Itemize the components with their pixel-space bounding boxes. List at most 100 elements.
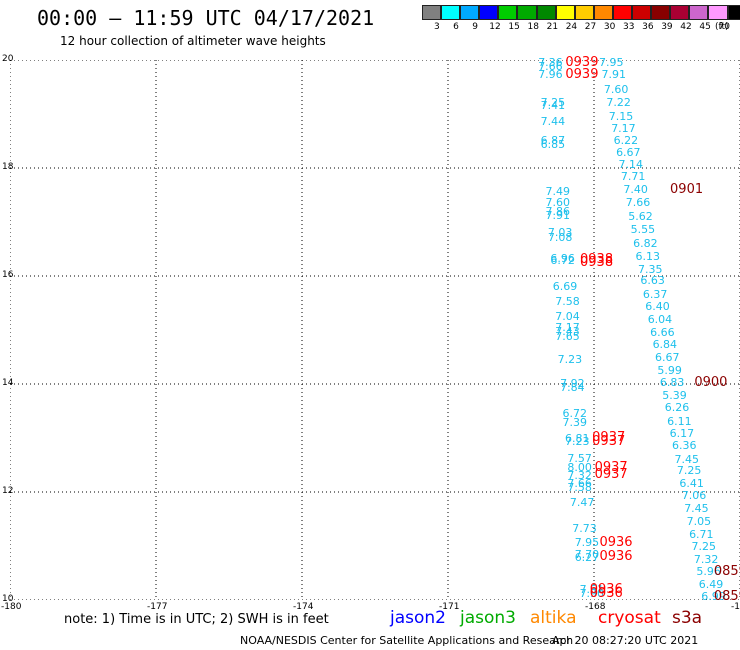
- swh-value-label: 6.72: [550, 254, 575, 268]
- longitude-tick-label: -174: [293, 602, 314, 612]
- swh-value-label: 7.51: [579, 583, 605, 597]
- legend-tick-label: 3: [434, 22, 440, 32]
- latitude-tick-label: 16: [2, 270, 14, 280]
- pass-time-label: 0900: [694, 374, 728, 390]
- page-title: 00:00 – 11:59 UTC 04/17/2021: [37, 6, 375, 30]
- swh-value-label: 7.41: [540, 98, 566, 112]
- swh-value-label: 7.66: [625, 196, 651, 210]
- latitude-tick-label: 14: [2, 378, 14, 388]
- legend-tick-label: 27: [584, 22, 597, 32]
- swh-value-label: 6.13: [635, 250, 661, 264]
- page-subtitle: 12 hour collection of altimeter wave hei…: [60, 34, 326, 48]
- swh-value-label: 7.44: [540, 115, 566, 129]
- swh-value-label: 6.96: [550, 251, 575, 265]
- swh-value-label: 7.49: [545, 185, 571, 199]
- pass-time-label: 0936: [599, 548, 633, 564]
- longitude-tick-label: -177: [147, 602, 168, 612]
- swh-value-label: 7.43: [555, 324, 580, 338]
- swh-value-label: 7.15: [608, 109, 634, 123]
- pass-time-label: 0937: [594, 466, 628, 482]
- color-scale-legend: [422, 5, 740, 20]
- swh-value-label: 7.92: [560, 377, 585, 390]
- swh-value-label: 5.55: [630, 223, 656, 237]
- swh-value-label: 6.27: [574, 551, 600, 565]
- legend-swatch: [441, 5, 461, 20]
- swh-value-label: 7.22: [606, 96, 631, 110]
- legend-swatch: [555, 5, 575, 20]
- legend-swatch: [651, 5, 671, 20]
- legend-swatch: [517, 5, 537, 20]
- longitude-tick-label: -171: [439, 602, 460, 612]
- pass-time-label: 0936: [599, 535, 633, 551]
- legend-tick-label: 45: [699, 22, 711, 32]
- legend-tick-label: 15: [508, 22, 520, 32]
- legend-tick-label: 9: [472, 22, 478, 32]
- swh-value-label: 7.17: [611, 122, 636, 136]
- pass-time-label: 0859: [713, 589, 740, 605]
- swh-value-label: 6.67: [616, 145, 641, 159]
- legend-tick-label: 24: [565, 22, 578, 32]
- satellite-name-altika: altika: [530, 608, 577, 628]
- latitude-tick-label: 20: [2, 54, 14, 64]
- swh-value-label: 7.70: [574, 548, 600, 562]
- swh-value-label: 7.66: [538, 60, 563, 74]
- swh-value-label: 7.60: [545, 196, 571, 210]
- swh-value-label: 7.73: [572, 521, 597, 535]
- legend-swatch: [536, 5, 556, 20]
- legend-swatch: [632, 5, 652, 20]
- legend-swatch: [574, 5, 594, 20]
- longitude-tick-label: -180: [1, 602, 22, 612]
- generated-timestamp: Apr 20 08:27:20 UTC 2021: [552, 634, 699, 647]
- swh-value-label: 6.22: [613, 134, 639, 147]
- pass-time-label: 0937: [592, 430, 626, 445]
- swh-value-label: 5.96: [696, 564, 721, 578]
- latitude-tick-label: 10: [2, 594, 14, 604]
- legend-tick-label: 33: [623, 22, 635, 32]
- longitude-tick-label: -168: [585, 602, 606, 612]
- pass-time-label: 0939: [565, 66, 599, 82]
- pass-time-label: 0937: [594, 459, 628, 475]
- pass-time-label: 0901: [670, 181, 704, 197]
- swh-value-label: 7.03: [547, 225, 573, 239]
- swh-value-label: 7.66: [567, 476, 592, 490]
- swh-value-label: 7.86: [545, 205, 571, 219]
- swh-value-label: 7.58: [567, 480, 592, 494]
- swh-value-label: 7.17: [555, 321, 580, 335]
- longitude-tick-label: -165: [731, 602, 740, 612]
- swh-value-label: 7.95: [599, 55, 624, 69]
- legend-tick-label: 36: [642, 22, 654, 32]
- legend-swatch: [708, 5, 728, 20]
- legend-swatch: [670, 5, 690, 20]
- swh-value-label: 7.60: [603, 82, 629, 96]
- legend-swatch: [498, 5, 518, 20]
- legend-tick-label: 70: [718, 22, 730, 32]
- pass-time-label: 0938: [580, 254, 614, 270]
- swh-value-label: 6.67: [655, 351, 680, 365]
- swh-value-label: 7.25: [691, 540, 717, 554]
- swh-value-label: 5.99: [657, 363, 682, 377]
- latitude-tick-label: 18: [2, 162, 14, 172]
- swh-value-label: 6.26: [664, 401, 690, 415]
- swh-value-label: 6.37: [642, 287, 668, 301]
- legend-tick-label: 6: [453, 22, 459, 32]
- legend-tick-label: 21: [546, 22, 559, 32]
- pass-time-label: 0859: [713, 563, 740, 579]
- legend-swatch: [612, 5, 633, 20]
- swh-value-label: 6.72: [562, 406, 588, 420]
- credit-line: NOAA/NESDIS Center for Satellite Applica…: [240, 634, 574, 647]
- swh-value-label: 7.40: [623, 182, 648, 196]
- swh-value-label: 7.35: [637, 262, 663, 276]
- swh-value-label: 7.71: [620, 170, 646, 184]
- swh-value-label: 7.45: [674, 452, 699, 466]
- legend-swatch: [689, 5, 709, 20]
- legend-swatch: [593, 5, 613, 20]
- swh-value-label: 7.25: [540, 96, 566, 110]
- satellite-name-jason3: jason3: [460, 608, 516, 628]
- swh-value-label: 7.23: [564, 435, 590, 449]
- satellite-name-cryosat: cryosat: [598, 608, 661, 628]
- legend-unit: (ft): [715, 22, 729, 32]
- swh-value-label: 6.04: [647, 313, 673, 327]
- swh-value-label: 6.11: [667, 414, 692, 428]
- swh-value-label: 7.04: [555, 309, 580, 323]
